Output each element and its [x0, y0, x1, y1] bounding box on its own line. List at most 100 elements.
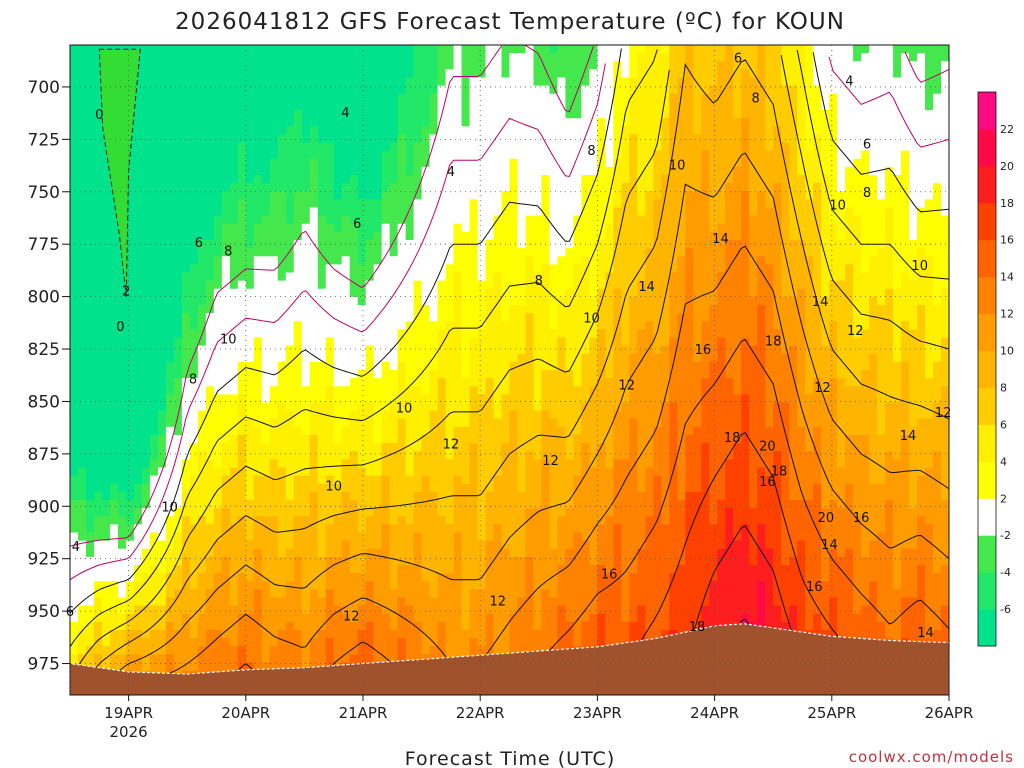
temperature-cell — [93, 491, 103, 501]
temperature-cell — [517, 646, 527, 655]
temperature-cell — [293, 126, 303, 135]
temperature-cell — [277, 630, 287, 639]
temperature-cell — [165, 53, 175, 62]
temperature-cell — [493, 540, 503, 550]
temperature-cell — [317, 443, 327, 452]
temperature-cell — [165, 662, 175, 672]
temperature-cell — [221, 654, 231, 664]
temperature-cell — [333, 654, 343, 664]
temperature-cell — [357, 475, 367, 485]
temperature-cell — [253, 126, 263, 135]
temperature-cell — [349, 402, 359, 412]
temperature-cell — [317, 93, 327, 103]
temperature-cell — [165, 166, 175, 176]
temperature-cell — [565, 166, 575, 176]
temperature-cell — [525, 565, 535, 574]
temperature-cell — [413, 589, 423, 599]
temperature-cell — [541, 61, 551, 70]
temperature-cell — [133, 288, 143, 298]
temperature-cell — [301, 654, 311, 664]
temperature-cell — [509, 110, 519, 119]
temperature-cell — [261, 280, 271, 290]
temperature-cell — [325, 532, 335, 542]
temperature-cell — [101, 621, 111, 631]
temperature-cell — [237, 158, 247, 168]
temperature-cell — [237, 435, 247, 444]
temperature-cell — [509, 402, 519, 412]
temperature-cell — [101, 296, 111, 306]
temperature-cell — [389, 183, 399, 192]
temperature-cell — [397, 508, 407, 517]
temperature-cell — [485, 483, 495, 493]
temperature-cell — [325, 280, 335, 290]
temperature-cell — [141, 443, 151, 452]
temperature-cell — [101, 435, 111, 444]
temperature-cell — [237, 166, 247, 176]
temperature-cell — [285, 597, 295, 607]
temperature-cell — [253, 451, 263, 460]
temperature-cell — [341, 337, 351, 347]
temperature-cell — [213, 353, 223, 363]
temperature-cell — [181, 248, 191, 257]
temperature-cell — [213, 280, 223, 290]
temperature-cell — [149, 548, 159, 558]
temperature-cell — [197, 500, 207, 509]
temperature-cell — [141, 573, 151, 582]
temperature-cell — [437, 313, 447, 322]
temperature-cell — [493, 215, 503, 225]
temperature-cell — [269, 646, 279, 655]
temperature-cell — [541, 361, 551, 371]
temperature-cell — [541, 597, 551, 607]
temperature-cell — [397, 402, 407, 412]
temperature-cell — [197, 508, 207, 517]
temperature-cell — [269, 548, 279, 558]
temperature-cell — [101, 288, 111, 298]
temperature-cell — [77, 386, 87, 395]
temperature-cell — [541, 613, 551, 623]
temperature-cell — [501, 150, 511, 160]
temperature-cell — [429, 630, 439, 639]
temperature-cell — [421, 410, 431, 420]
temperature-cell — [373, 158, 383, 168]
temperature-cell — [341, 256, 351, 265]
temperature-cell — [381, 532, 391, 542]
temperature-cell — [141, 231, 151, 241]
temperature-cell — [493, 532, 503, 542]
temperature-cell — [349, 491, 359, 501]
temperature-cell — [181, 524, 191, 534]
temperature-cell — [517, 101, 527, 111]
temperature-cell — [533, 459, 543, 469]
temperature-cell — [341, 443, 351, 452]
temperature-cell — [365, 451, 375, 460]
temperature-cell — [349, 93, 359, 103]
temperature-cell — [189, 142, 199, 152]
temperature-cell — [309, 630, 319, 639]
temperature-cell — [237, 231, 247, 241]
temperature-cell — [165, 191, 175, 200]
temperature-cell — [533, 288, 543, 298]
temperature-cell — [517, 215, 527, 225]
temperature-cell — [109, 516, 119, 525]
temperature-cell — [293, 532, 303, 542]
temperature-cell — [533, 45, 543, 54]
temperature-cell — [557, 215, 567, 225]
temperature-cell — [293, 296, 303, 306]
temperature-cell — [93, 597, 103, 607]
temperature-cell — [77, 313, 87, 322]
temperature-cell — [125, 491, 135, 501]
temperature-cell — [517, 573, 527, 582]
temperature-cell — [70, 126, 79, 135]
temperature-cell — [429, 199, 439, 209]
temperature-cell — [93, 223, 103, 233]
temperature-cell — [133, 378, 143, 387]
temperature-cell — [357, 394, 367, 404]
temperature-cell — [453, 61, 463, 70]
temperature-cell — [229, 500, 239, 509]
temperature-cell — [421, 556, 431, 566]
temperature-cell — [461, 248, 471, 257]
temperature-cell — [301, 353, 311, 363]
temperature-cell — [213, 662, 223, 672]
temperature-cell — [221, 467, 231, 477]
temperature-cell — [141, 191, 151, 200]
temperature-cell — [221, 353, 231, 363]
